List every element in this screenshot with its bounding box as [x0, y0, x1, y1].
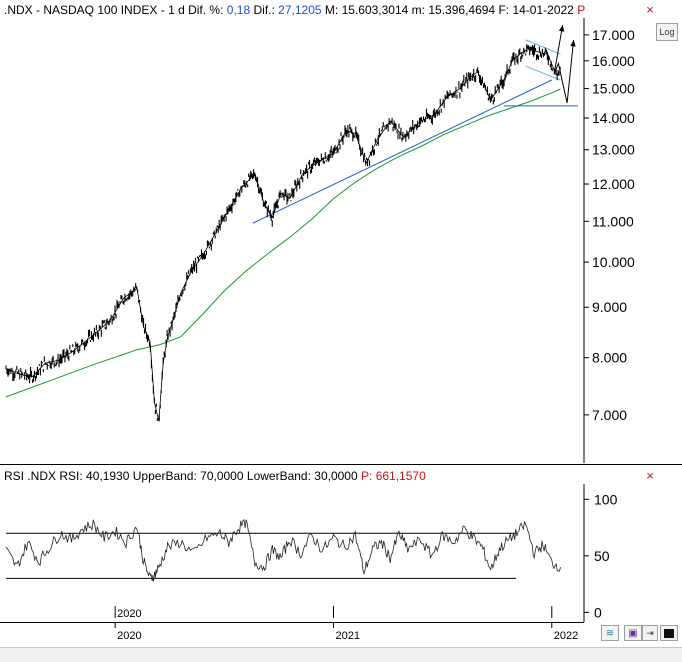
rsi-value: 40,1930: [86, 469, 130, 483]
x-tick-label: 2022: [554, 630, 578, 642]
price-y-tick-label: 8.000: [592, 350, 627, 366]
projection-arrowhead: [570, 39, 576, 47]
date-value: 14-01-2022: [512, 3, 574, 17]
max-value: 15.603,3014: [341, 3, 409, 17]
upper-band-value: 70,0000: [200, 469, 244, 483]
max-label: M:: [324, 3, 339, 17]
resize-button[interactable]: ⇥: [642, 625, 658, 641]
rsi-layer: [5, 518, 561, 582]
rsi-y-tick-label: 100: [594, 491, 618, 507]
price-y-tick-label: 12.000: [592, 176, 635, 192]
price-y-tick-label: 7.000: [592, 407, 627, 423]
trendline-annotation: [252, 79, 553, 224]
price-y-tick-label: 11.000: [592, 213, 634, 229]
price-header: .NDX - NASDAQ 100 INDEX - 1 d Dif. %: 0,…: [4, 3, 585, 17]
save-icon: ▣: [628, 628, 638, 639]
channel-upper-annotation: [525, 39, 561, 55]
sma-layer: [5, 88, 561, 398]
flag-label: P: [577, 3, 586, 17]
lower-band-value: 30,0000: [314, 469, 358, 483]
rsi-y-tick-label: 50: [594, 548, 610, 564]
rsi-p-label: P:: [361, 469, 373, 483]
projection-arrowhead: [558, 24, 565, 32]
x-tick-label: 2020: [117, 630, 141, 642]
period-label: 1 d: [168, 3, 185, 17]
min-label: m:: [411, 3, 426, 17]
lower-band-label: LowerBand:: [246, 469, 311, 483]
dif-pct-value: 0,18: [226, 3, 251, 17]
price-close-button[interactable]: ×: [644, 2, 656, 17]
price-y-tick-label: 14.000: [592, 110, 635, 126]
projection-down-up-annotation: [553, 39, 575, 104]
sma-line: [5, 88, 561, 398]
price-y-tick-label: 16.000: [592, 53, 635, 69]
price-y-tick-label: 13.000: [592, 142, 635, 158]
panel-toggle-icon: [664, 629, 674, 639]
dif-value: 27,1205: [278, 3, 322, 17]
price-y-tick-label: 9.000: [592, 299, 627, 315]
symbol-label: .NDX - NASDAQ 100 INDEX -: [4, 3, 165, 17]
compare-icon: ≋: [605, 628, 615, 639]
panel-toggle-button[interactable]: [660, 625, 678, 641]
horizontal-scrollbar[interactable]: [0, 647, 682, 662]
rsi-bands: [6, 532, 516, 579]
projection-up-annotation: [553, 24, 564, 75]
rsi-y-axis: 0 50 100: [584, 491, 618, 620]
compare-button[interactable]: ≋: [601, 625, 619, 641]
date-label: F:: [498, 3, 510, 17]
channel-lower-annotation: [525, 65, 561, 81]
log-scale-button[interactable]: Log: [656, 23, 678, 41]
price-y-tick-label: 15.000: [592, 80, 635, 96]
close-icon: ×: [646, 468, 654, 483]
close-icon: ×: [646, 2, 654, 17]
annotation-layer: [252, 24, 578, 224]
price-y-tick-label: 17.000: [592, 27, 635, 43]
x-axis: 2020 2021 2022 2020: [114, 606, 578, 642]
resize-icon: ⇥: [646, 628, 654, 638]
min-value: 15.396,4694: [428, 3, 496, 17]
dif-pct-label: Dif. %:: [188, 3, 224, 17]
rsi-header: RSI .NDX RSI: 40,1930 UpperBand: 70,0000…: [4, 469, 426, 483]
dif-label: Dif.:: [253, 3, 275, 17]
save-button[interactable]: ▣: [624, 625, 642, 641]
upper-band-label: UpperBand:: [132, 469, 197, 483]
x-tick-label: 2021: [335, 630, 359, 642]
rsi-y-tick-label: 0: [594, 604, 602, 620]
price-y-axis: 7.000 8.000 9.000 10.000 11.000 12.000 13.000 1…: [584, 27, 635, 423]
rsi-close-button[interactable]: ×: [644, 468, 656, 483]
rsi-line: [5, 518, 561, 582]
x-extra-label: 2020: [117, 608, 141, 620]
rsi-label: RSI .NDX RSI:: [4, 469, 83, 483]
rsi-p-value: 661,1570: [375, 469, 426, 483]
price-layer: [5, 44, 561, 422]
price-close-line: [5, 48, 561, 422]
price-y-tick-label: 10.000: [592, 254, 635, 270]
